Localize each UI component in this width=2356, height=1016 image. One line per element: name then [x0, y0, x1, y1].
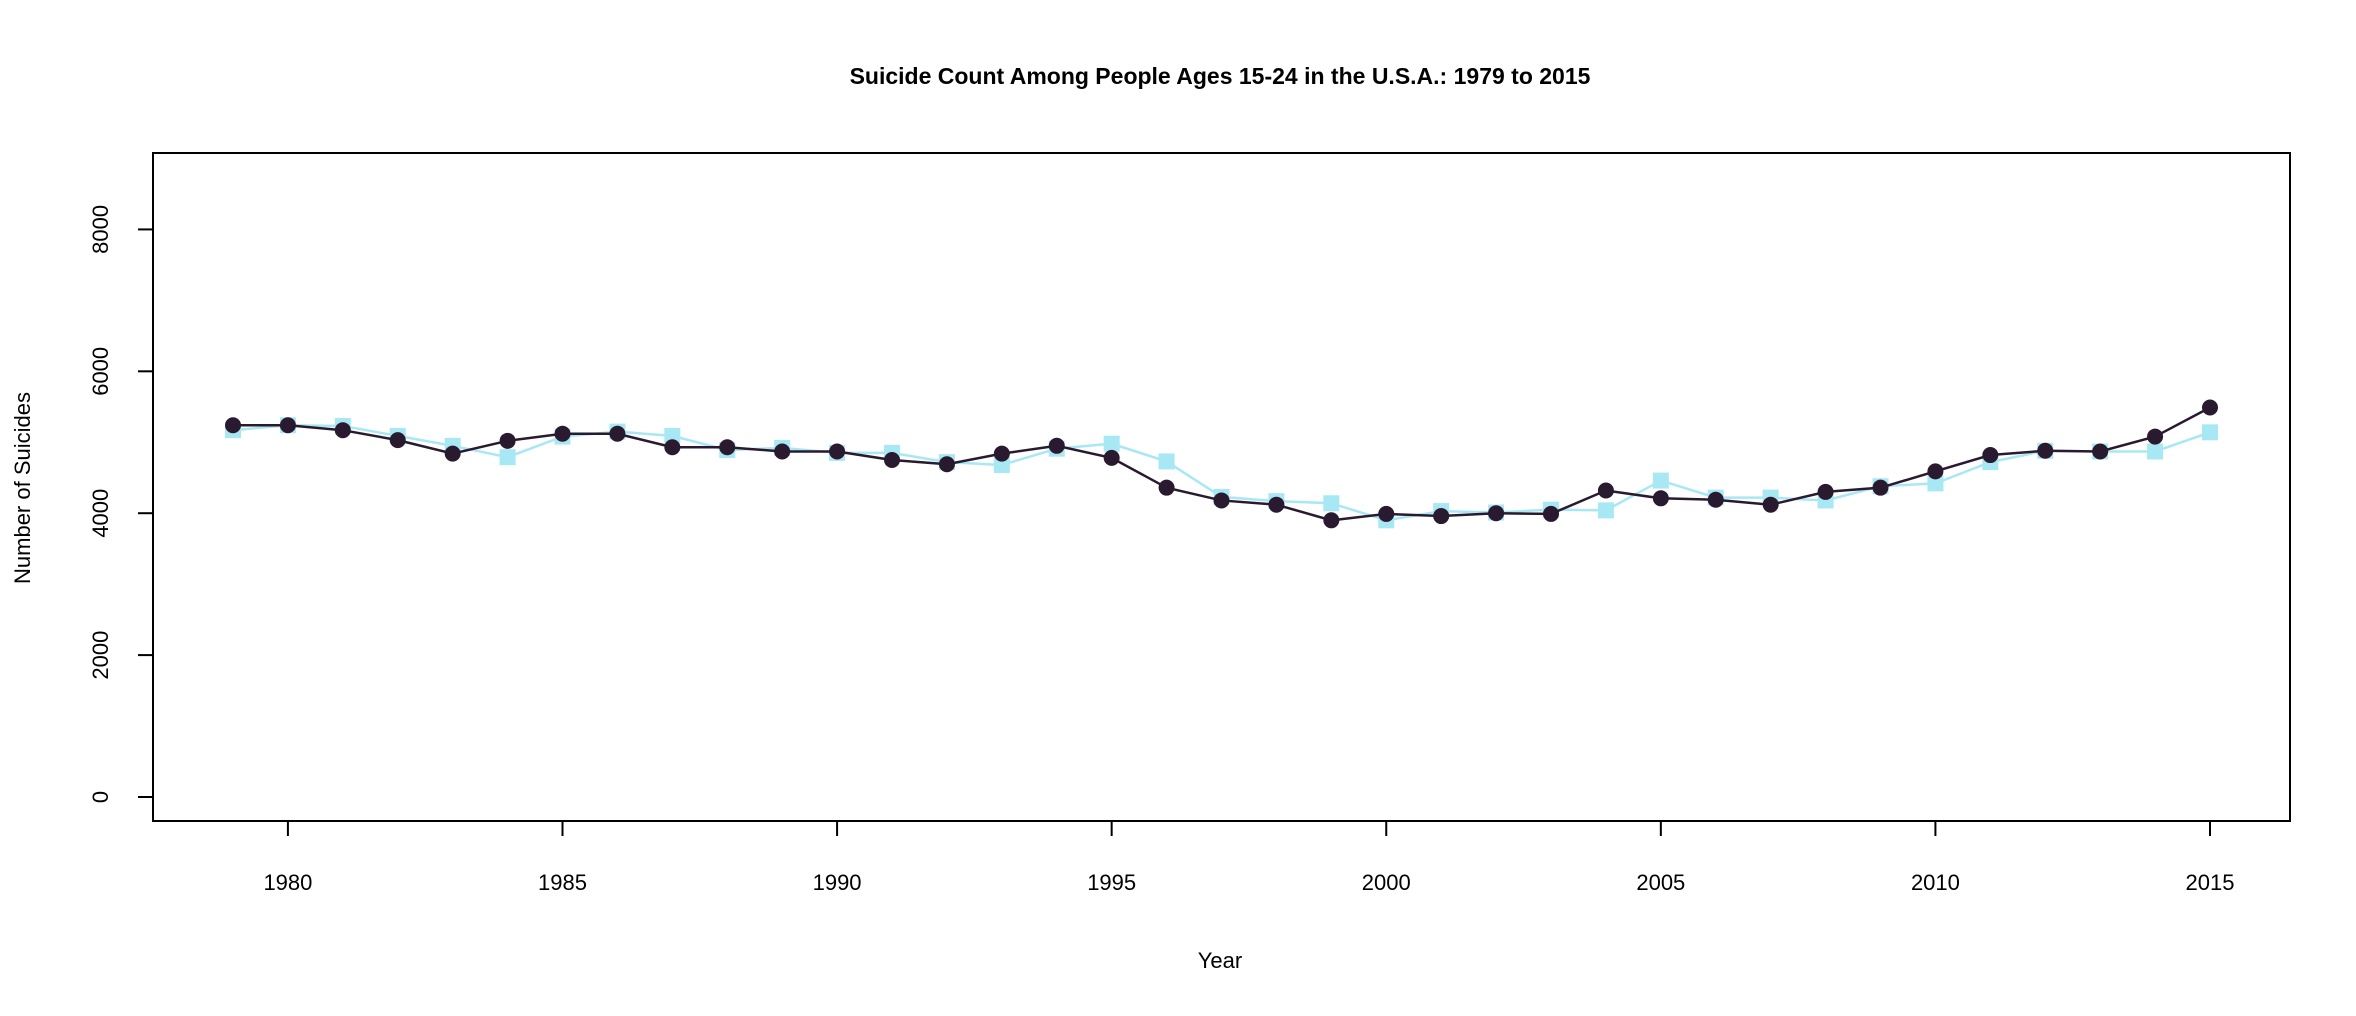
y-axis-label: Number of Suicides [10, 392, 35, 584]
data-point [2202, 399, 2218, 416]
data-point [1707, 491, 1724, 508]
data-point [1597, 502, 1614, 519]
data-point [1927, 475, 1944, 492]
data-point [1872, 479, 1889, 496]
x-tick-label: 2015 [2186, 870, 2235, 895]
data-point [774, 443, 791, 460]
data-point [1762, 496, 1779, 513]
chart-title: Suicide Count Among People Ages 15-24 in… [850, 63, 1591, 89]
data-point [1817, 483, 1834, 500]
data-point [2147, 443, 2164, 460]
x-tick-label: 2000 [1362, 870, 1411, 895]
y-tick-label: 0 [88, 791, 113, 803]
data-point [334, 422, 351, 439]
x-tick-label: 2005 [1636, 870, 1685, 895]
x-tick-label: 1985 [538, 870, 587, 895]
data-point [609, 425, 626, 442]
data-point [444, 445, 461, 462]
data-point [1158, 453, 1175, 470]
data-point [1378, 505, 1395, 522]
x-axis-label: Year [1198, 948, 1242, 973]
series-layer [225, 399, 2218, 529]
data-point [499, 432, 516, 449]
data-point [829, 443, 846, 460]
data-point [1103, 449, 1120, 466]
data-point [1927, 463, 1944, 480]
data-point [1103, 435, 1120, 452]
data-point [225, 417, 241, 434]
x-axis: 1980 1985 1990 1995 2000 2005 2010 2015 [263, 820, 2235, 895]
x-tick-label: 1980 [263, 870, 312, 895]
data-point [1213, 492, 1230, 509]
data-point [1543, 505, 1559, 522]
data-point [1488, 505, 1505, 522]
data-point [1268, 496, 1285, 513]
data-point [1433, 508, 1450, 525]
y-tick-label: 8000 [88, 205, 113, 254]
data-point [2092, 443, 2109, 460]
data-point [2147, 428, 2164, 445]
plot-frame [152, 152, 2291, 822]
data-point [1323, 495, 1340, 512]
series-2 [225, 399, 2218, 529]
x-tick-label: 1995 [1087, 870, 1136, 895]
data-point [1158, 479, 1175, 496]
x-tick-label: 1990 [813, 870, 862, 895]
data-point [1652, 472, 1669, 489]
data-point [1982, 447, 1999, 464]
series-1 [225, 417, 2218, 529]
data-point [993, 456, 1010, 473]
data-point [884, 452, 900, 468]
data-point [554, 425, 571, 442]
data-point [1652, 490, 1669, 507]
data-point [1323, 512, 1340, 529]
y-tick-label: 4000 [88, 489, 113, 538]
data-point [664, 439, 681, 456]
data-point [993, 445, 1010, 462]
y-axis: 0 2000 4000 6000 8000 [88, 205, 154, 803]
data-point [938, 456, 955, 473]
y-tick-label: 6000 [88, 347, 113, 396]
data-point [719, 439, 736, 456]
data-point [2202, 424, 2218, 441]
data-point [389, 432, 406, 449]
x-tick-label: 2010 [1911, 870, 1960, 895]
data-point [279, 417, 296, 434]
data-point [1048, 437, 1065, 454]
data-point [2037, 442, 2054, 459]
data-point [499, 449, 516, 466]
y-tick-label: 2000 [88, 631, 113, 680]
data-point [1597, 482, 1614, 499]
data-point [664, 427, 681, 444]
